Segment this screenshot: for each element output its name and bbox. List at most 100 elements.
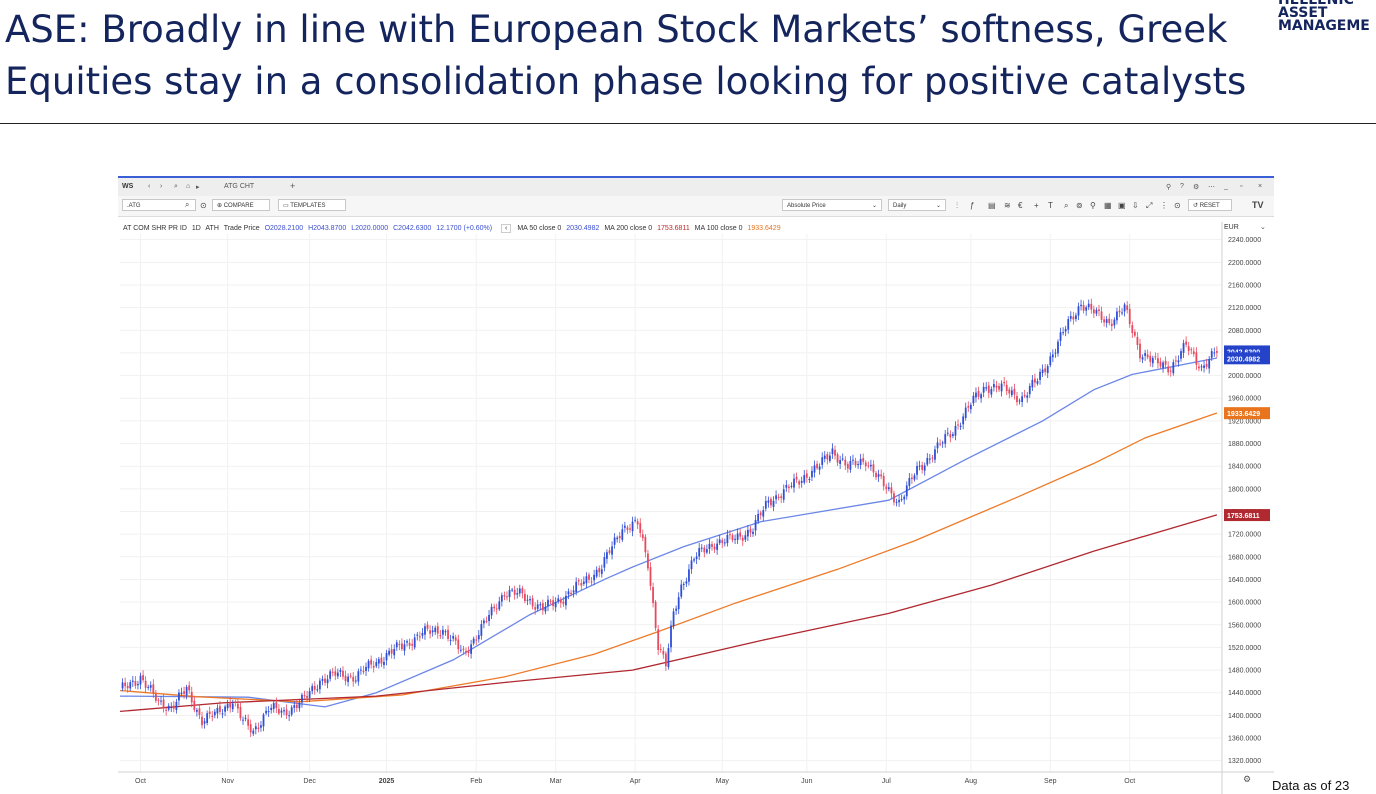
candle-up (226, 704, 229, 709)
crosshair-icon[interactable]: + (1034, 201, 1039, 210)
candle-down (921, 464, 924, 470)
candle-up (206, 713, 209, 723)
candle-up (839, 460, 842, 464)
reset-button[interactable]: ↺ RESET (1188, 199, 1232, 211)
candle-down (872, 464, 875, 473)
candle-up (518, 588, 521, 594)
axis-settings-icon[interactable]: ⚙ (1243, 774, 1251, 784)
currency-chevron-icon[interactable]: ⌄ (1260, 224, 1266, 231)
candle-down (875, 472, 877, 478)
candle-up (316, 689, 319, 691)
candle-up (1000, 383, 1003, 392)
options-icon[interactable]: ⊙ (1174, 201, 1181, 210)
candle-up (536, 604, 539, 609)
candle-down (157, 699, 160, 701)
candle-down (142, 675, 144, 681)
restore-icon[interactable]: ▫ (1240, 183, 1243, 190)
candle-down (1192, 351, 1195, 354)
candle-down (541, 603, 544, 611)
candle-down (236, 703, 239, 709)
legend-change: 12.1700 (+0.60%) (436, 225, 493, 232)
legend-ma50-value: 2030.4982 (566, 225, 600, 232)
candle-down (126, 685, 129, 689)
minimize-icon[interactable]: _ (1224, 183, 1228, 190)
candle-down (834, 449, 836, 456)
link-icon[interactable]: ⚲ (1166, 184, 1172, 191)
candle-down (447, 629, 449, 639)
y-tick-label: 1600.0000 (1228, 600, 1261, 607)
zoom-icon[interactable]: ⌕ (1064, 201, 1069, 210)
workspace-label[interactable]: WS (122, 183, 134, 190)
add-tab-button[interactable]: + (290, 181, 296, 191)
search-icon[interactable]: ⌕ (174, 183, 178, 190)
x-tick-label: Oct (1124, 778, 1135, 785)
candle-up (1041, 369, 1044, 374)
menu-arrow-icon[interactable]: ▸ (196, 184, 200, 191)
candle-down (598, 568, 601, 573)
price-mode-select[interactable]: Absolute Price ⌄ (782, 199, 882, 211)
price-chart[interactable]: 2240.0000 2200.0000 2160.0000 2120.0000 2080… (118, 178, 1274, 794)
fullscreen-icon[interactable]: ⤢ (1146, 201, 1153, 210)
price-mode-value: Absolute Price (787, 203, 826, 209)
calendar-icon[interactable]: ▣ (1118, 201, 1126, 210)
candle-down (1205, 363, 1208, 367)
candle-up (1077, 306, 1080, 316)
ticker-settings-icon[interactable]: ⊙ (200, 201, 207, 210)
candle-up (841, 458, 844, 460)
lock-icon[interactable]: ⌂ (186, 183, 191, 190)
candle-down (439, 635, 442, 637)
candle-up (990, 388, 993, 395)
templates-button[interactable]: ▭ TEMPLATES (278, 199, 346, 211)
candle-up (631, 521, 634, 532)
candle-down (1157, 358, 1159, 364)
target-icon[interactable]: ⊚ (1076, 201, 1083, 210)
compare-button[interactable]: ⊕ COMPARE (212, 199, 270, 211)
candle-down (759, 512, 762, 516)
currency-icon[interactable]: € (1018, 201, 1023, 210)
candle-up (526, 599, 529, 601)
drawing-icon[interactable]: ≋ (1004, 201, 1011, 210)
close-icon[interactable]: × (1258, 183, 1263, 190)
back-arrow-icon[interactable]: ‹ (148, 183, 151, 190)
candle-up (572, 590, 575, 593)
forward-arrow-icon[interactable]: › (160, 183, 163, 190)
layout-icon[interactable]: ▤ (988, 201, 996, 210)
candlestick-icon[interactable]: ⫶ (956, 201, 958, 210)
candle-down (239, 706, 242, 719)
candle-up (311, 686, 314, 692)
candle-up (147, 686, 150, 688)
settings-icon[interactable]: ⚙ (1193, 184, 1200, 191)
legend-instrument: AT COM SHR PR ID (123, 225, 187, 232)
candle-up (567, 591, 570, 595)
candle-up (216, 707, 219, 714)
text-tool-icon[interactable]: T (1048, 201, 1053, 210)
chart-toolbar: .ATG ⌕ ⊙ ⊕ COMPARE ▭ TEMPLATES Absolute … (118, 196, 1274, 217)
interval-select[interactable]: Daily ⌄ (888, 199, 946, 211)
candle-down (426, 624, 429, 629)
ticker-input[interactable]: .ATG (122, 199, 196, 211)
candle-up (262, 714, 265, 727)
legend-exchange: ATH (205, 225, 219, 232)
candle-up (121, 682, 124, 689)
help-icon[interactable]: ? (1180, 183, 1184, 190)
tab-atg-cht[interactable]: ATG CHT (224, 183, 255, 190)
more-options-icon[interactable]: ⋮ (1160, 201, 1168, 210)
collapse-legend-icon[interactable]: ‹ (501, 224, 512, 233)
candle-down (608, 550, 611, 553)
link-tool-icon[interactable]: ⚲ (1090, 201, 1096, 210)
table-icon[interactable]: ▦ (1104, 201, 1112, 210)
candle-down (911, 477, 913, 480)
x-tick-label: Mar (550, 778, 563, 785)
candle-up (483, 620, 485, 624)
window-title-bar: WS ‹ › ⌕ ⌂ ▸ ATG CHT + ⚲ ? ⚙ ⋯ _ ▫ × (118, 178, 1274, 196)
candle-down (198, 708, 201, 716)
y-tick-label: 1520.0000 (1228, 645, 1261, 652)
candle-up (167, 705, 170, 710)
indicator-icon[interactable]: ƒ (970, 201, 975, 210)
more-icon[interactable]: ⋯ (1208, 184, 1215, 191)
currency-label[interactable]: EUR (1224, 224, 1239, 231)
candle-down (172, 705, 175, 709)
ticker-search-icon[interactable]: ⌕ (185, 200, 190, 209)
export-icon[interactable]: ⇩ (1132, 201, 1139, 210)
candle-down (1164, 360, 1167, 365)
